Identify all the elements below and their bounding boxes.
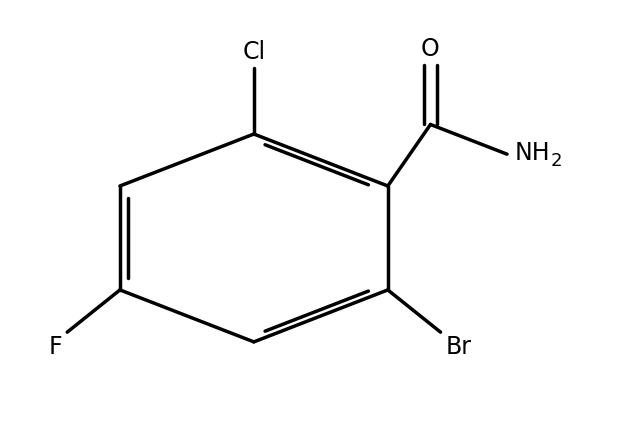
- Text: Br: Br: [446, 334, 472, 358]
- Text: 2: 2: [550, 151, 562, 169]
- Text: NH: NH: [515, 141, 550, 165]
- Text: O: O: [421, 37, 440, 61]
- Text: Cl: Cl: [242, 40, 266, 64]
- Text: F: F: [49, 334, 62, 358]
